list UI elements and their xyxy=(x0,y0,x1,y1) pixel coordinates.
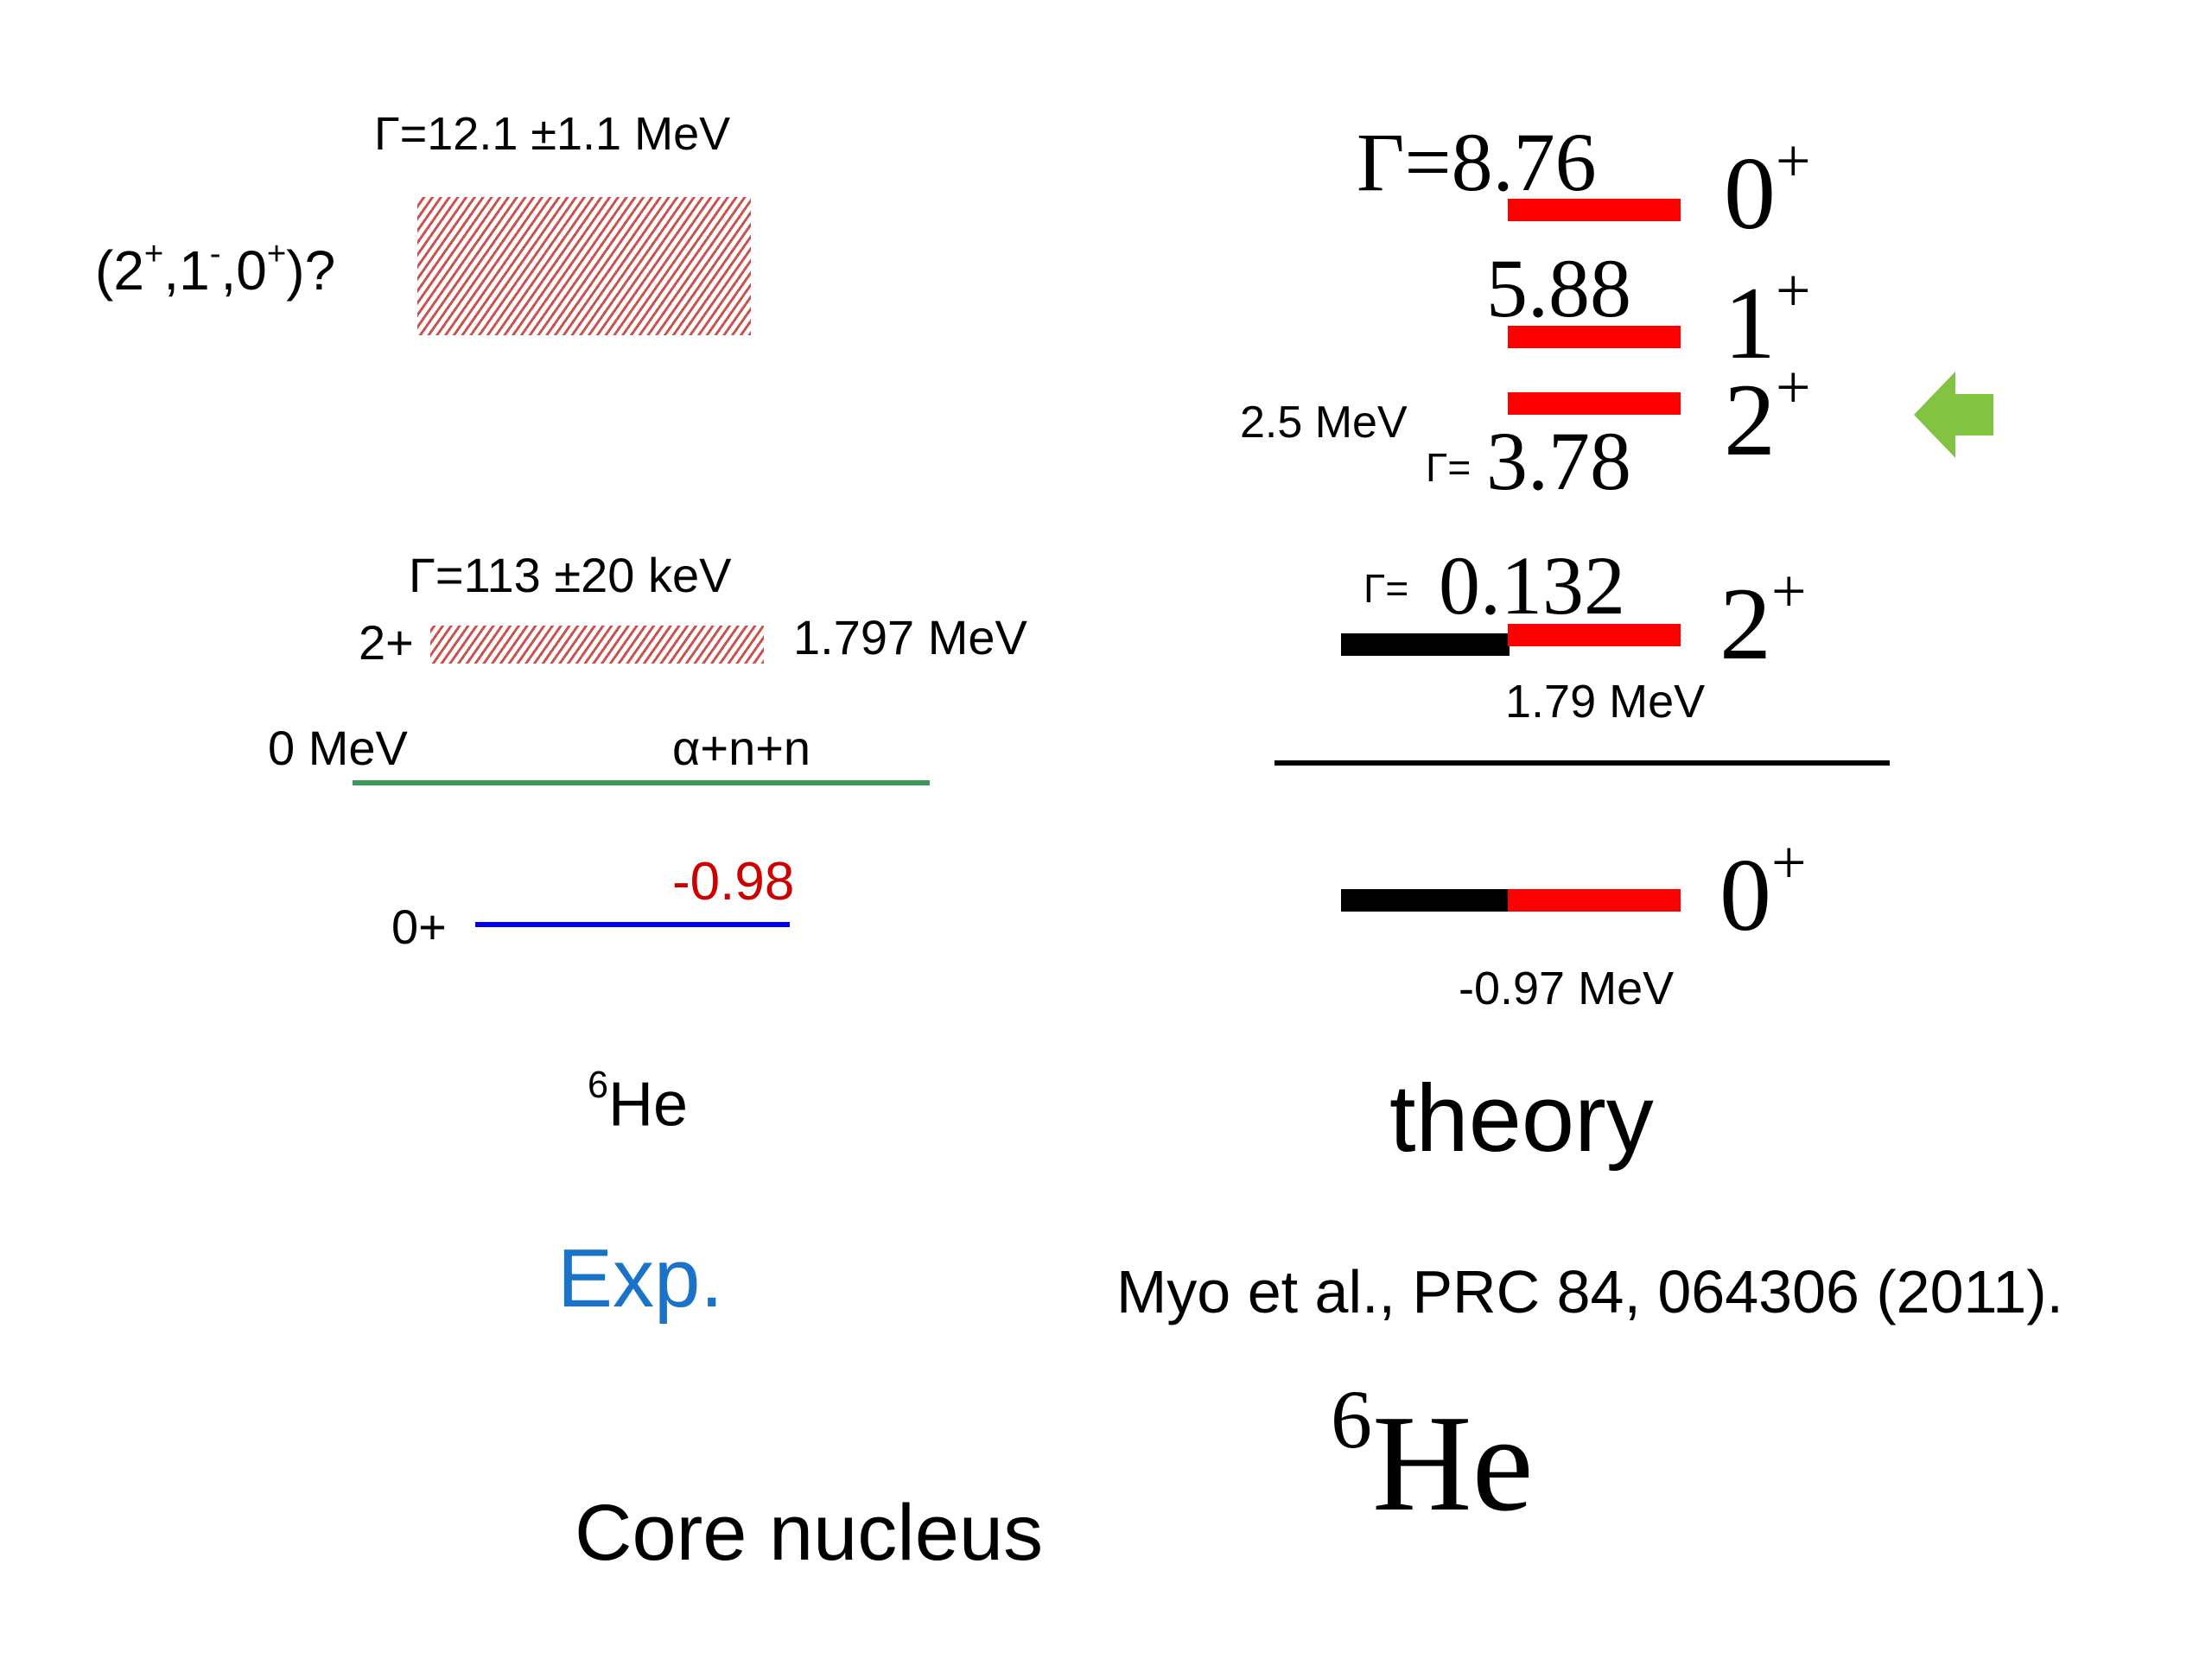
theory-nucleus-label: 6He xyxy=(1331,1373,1534,1540)
exp-upper-state-label: (2+,1-,0+)? xyxy=(95,235,336,302)
theory-level-2p-upper-bar xyxy=(1508,392,1681,415)
exp-threshold-channel: α+n+n xyxy=(672,721,811,775)
exp-threshold-energy: 0 MeV xyxy=(268,721,408,775)
exp-column-label: Exp. xyxy=(557,1232,724,1325)
theory-level-2p-lower-resonance-bar xyxy=(1508,624,1681,646)
theory-level-2p-lower-energy: 1.79 MeV xyxy=(1505,676,1706,728)
theory-level-2p-upper-width-mev: 2.5 MeV xyxy=(1240,397,1408,448)
exp-nucleus-label: 6He xyxy=(588,1065,689,1140)
theory-level-2p-lower-bound-bar xyxy=(1341,633,1510,656)
theory-level-2p-upper-spin: 2+ xyxy=(1724,353,1811,477)
theory-ground-red-bar xyxy=(1508,889,1681,912)
exp-ground-line xyxy=(475,922,790,927)
theory-level-2p-upper-value: 3.78 xyxy=(1486,415,1631,507)
theory-ground-energy: -0.97 MeV xyxy=(1459,963,1675,1014)
exp-first-state-energy: 1.797 MeV xyxy=(793,610,1027,664)
theory-level-1p-bar xyxy=(1508,326,1681,348)
exp-upper-resonance-band xyxy=(417,197,751,335)
theory-level-1p-spin: 1+ xyxy=(1724,256,1811,380)
exp-ground-spin: 0+ xyxy=(391,899,447,954)
core-nucleus-caption: Core nucleus xyxy=(575,1489,1044,1577)
exp-upper-width-label: Γ=12.1 ±1.1 MeV xyxy=(374,108,731,160)
theory-column-label: theory xyxy=(1389,1065,1654,1172)
theory-level-2p-lower-spin: 2+ xyxy=(1719,556,1807,681)
exp-first-state-spin: 2+ xyxy=(359,615,414,670)
theory-level-2p-upper-width-prefix: Γ= xyxy=(1426,445,1471,490)
theory-ground-spin: 0+ xyxy=(1719,828,1807,952)
theory-ground-bound-bar xyxy=(1341,889,1510,912)
theory-level-2p-lower-value: 0.132 xyxy=(1439,539,1625,632)
exp-first-resonance-band xyxy=(430,626,764,664)
theory-level-0p-width: Γ=8.76 xyxy=(1357,116,1597,208)
exp-ground-energy: -0.98 xyxy=(672,852,795,912)
exp-threshold-line xyxy=(353,780,930,785)
theory-reference: Myo et al., PRC 84, 064306 (2011). xyxy=(1116,1258,2063,1325)
theory-level-1p-value: 5.88 xyxy=(1486,242,1631,334)
left-arrow-icon xyxy=(1914,372,1993,458)
theory-level-2p-lower-width-prefix: Γ= xyxy=(1363,566,1409,611)
theory-level-0p-upper-spin: 0+ xyxy=(1724,126,1811,251)
theory-threshold-line xyxy=(1274,760,1890,766)
theory-level-0p-upper-bar xyxy=(1508,199,1681,221)
exp-first-width-label: Γ=113 ±20 keV xyxy=(409,548,732,602)
